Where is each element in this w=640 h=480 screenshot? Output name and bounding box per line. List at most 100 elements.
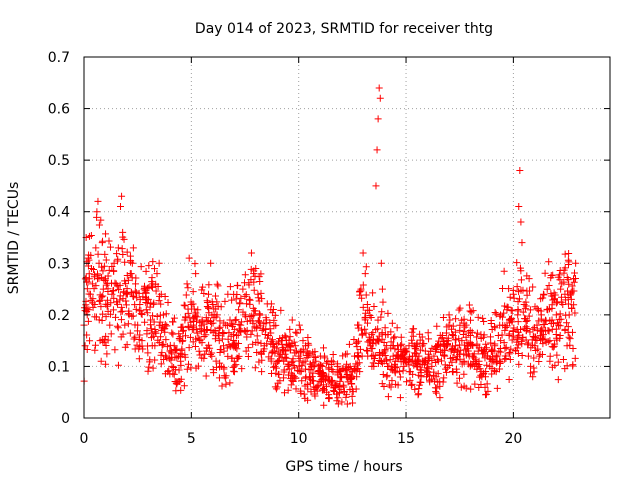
data-point (168, 362, 176, 370)
data-point (361, 270, 369, 278)
data-point (116, 203, 124, 211)
data-point (252, 338, 260, 346)
data-point (235, 320, 243, 328)
data-point (241, 292, 249, 300)
data-point (85, 290, 93, 298)
data-point (522, 317, 530, 325)
data-point (403, 348, 411, 356)
data-point (356, 345, 364, 353)
plot-frame (83, 56, 611, 419)
data-point (102, 230, 110, 238)
data-point (343, 374, 351, 382)
data-point (539, 331, 547, 339)
data-point (349, 399, 357, 407)
data-point (561, 250, 569, 258)
data-point (196, 336, 204, 344)
data-point (399, 367, 407, 375)
data-point (243, 300, 251, 308)
data-point (218, 382, 226, 390)
data-point (482, 368, 490, 376)
data-point (440, 351, 448, 359)
data-point (373, 336, 381, 344)
data-point (385, 381, 393, 389)
data-point (565, 333, 573, 341)
data-point (537, 334, 545, 342)
data-point (212, 357, 220, 365)
data-point (425, 355, 433, 363)
data-point (553, 334, 561, 342)
data-point (340, 388, 348, 396)
data-point (94, 270, 102, 278)
data-point (493, 384, 501, 392)
data-point (110, 267, 118, 275)
data-point (257, 289, 265, 297)
data-point (156, 318, 164, 326)
data-point (236, 326, 244, 334)
data-point (312, 357, 320, 365)
data-point (131, 301, 139, 309)
data-point (143, 299, 151, 307)
data-point (85, 306, 93, 314)
data-point (184, 284, 192, 292)
data-point (338, 365, 346, 373)
data-point (501, 344, 509, 352)
data-point (172, 380, 180, 388)
data-point (144, 349, 152, 357)
data-point (373, 146, 381, 154)
data-point (94, 197, 102, 205)
data-point (365, 333, 373, 341)
data-point (224, 335, 232, 343)
data-point (376, 349, 384, 357)
data-point (519, 286, 527, 294)
data-point (288, 340, 296, 348)
data-point (269, 363, 277, 371)
data-point (254, 294, 262, 302)
data-point (471, 380, 479, 388)
data-point (339, 352, 347, 360)
data-point (278, 354, 286, 362)
data-point (386, 356, 394, 364)
data-point (524, 352, 532, 360)
data-point (234, 331, 242, 339)
data-point (416, 336, 424, 344)
data-point (513, 283, 521, 291)
data-point (354, 353, 362, 361)
data-point (467, 385, 475, 393)
data-point (501, 302, 509, 310)
data-point (285, 361, 293, 369)
data-point (234, 340, 242, 348)
data-point (124, 320, 132, 328)
data-point (455, 306, 463, 314)
data-point (433, 322, 441, 330)
data-point (553, 298, 561, 306)
data-point (479, 333, 487, 341)
data-point (501, 355, 509, 363)
data-point (462, 346, 470, 354)
data-point (101, 250, 109, 258)
data-point (554, 358, 562, 366)
data-point (98, 317, 106, 325)
data-point (307, 388, 315, 396)
data-point (127, 289, 135, 297)
x-tick-label: 0 (80, 431, 89, 447)
data-point (131, 287, 139, 295)
data-point (307, 366, 315, 374)
data-point (226, 379, 234, 387)
data-point (162, 336, 170, 344)
data-point (502, 323, 510, 331)
data-point (235, 306, 243, 314)
data-point (372, 326, 380, 334)
data-point (397, 333, 405, 341)
data-point (540, 291, 548, 299)
data-point (180, 382, 188, 390)
data-point (329, 350, 337, 358)
data-point (460, 370, 468, 378)
data-point (446, 362, 454, 370)
data-point (102, 360, 110, 368)
data-point (138, 311, 146, 319)
data-point (522, 298, 530, 306)
data-point (343, 400, 351, 408)
data-point (444, 334, 452, 342)
data-point (161, 293, 169, 301)
data-point (275, 370, 283, 378)
